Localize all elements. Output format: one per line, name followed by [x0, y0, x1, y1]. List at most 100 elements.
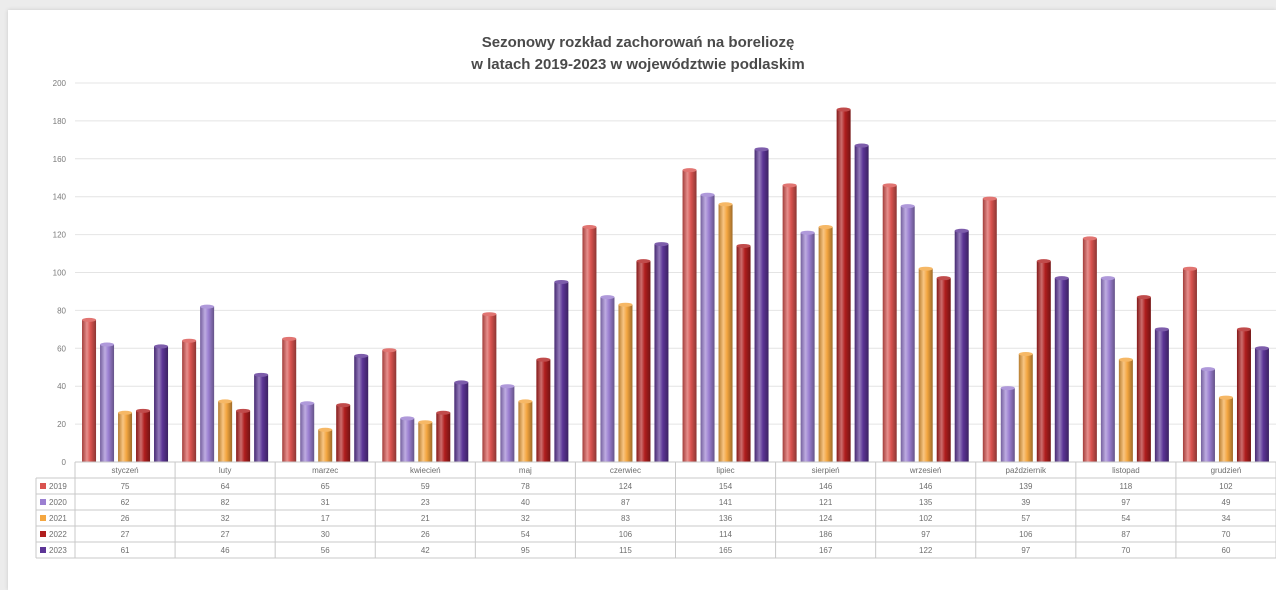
data-label: 17 — [321, 514, 330, 523]
bar — [482, 314, 497, 462]
bar — [1136, 297, 1151, 462]
bar — [636, 261, 651, 462]
bar — [536, 359, 551, 462]
bar-cap — [1136, 295, 1151, 300]
data-label: 87 — [621, 498, 630, 507]
data-label: 102 — [1219, 482, 1233, 491]
bar — [1082, 238, 1097, 462]
data-label: 46 — [221, 546, 230, 555]
bar — [318, 429, 333, 462]
data-label: 70 — [1222, 530, 1231, 539]
bar-cap — [1054, 276, 1069, 281]
y-tick-label: 40 — [57, 382, 66, 391]
data-label: 121 — [819, 498, 833, 507]
bar — [200, 306, 215, 462]
bar-cap — [336, 403, 351, 408]
data-label: 139 — [1019, 482, 1033, 491]
bar-cap — [1236, 327, 1251, 332]
y-tick-label: 120 — [53, 231, 67, 240]
data-label: 70 — [1121, 546, 1130, 555]
category-label: sierpień — [812, 466, 840, 475]
bar — [736, 245, 751, 462]
bar-cap — [718, 202, 733, 207]
legend-label: 2023 — [49, 546, 67, 555]
data-label: 141 — [719, 498, 733, 507]
bar-cap — [382, 348, 397, 353]
bar-cap — [836, 107, 851, 112]
legend-swatch — [40, 483, 46, 489]
bar-cap — [1154, 327, 1169, 332]
bar-cap — [354, 353, 369, 358]
data-label: 57 — [1021, 514, 1030, 523]
data-label: 54 — [1121, 514, 1130, 523]
bar — [354, 355, 369, 462]
chart-subtitle: w latach 2019-2023 w województwie podlas… — [471, 56, 805, 73]
bar-cap — [454, 380, 469, 385]
data-label: 23 — [421, 498, 430, 507]
grid-lines — [75, 82, 1276, 425]
bar — [218, 401, 233, 462]
bar — [954, 230, 969, 462]
bar — [1000, 388, 1015, 462]
data-label: 106 — [1019, 530, 1033, 539]
bar-cap — [536, 357, 551, 362]
data-label: 83 — [621, 514, 630, 523]
data-label: 106 — [619, 530, 633, 539]
bar-cap — [1082, 236, 1097, 241]
y-tick-label: 200 — [53, 79, 67, 88]
bar — [1036, 261, 1051, 462]
bar — [554, 281, 569, 462]
bar-cap — [654, 242, 669, 247]
data-label: 135 — [919, 498, 933, 507]
bar — [118, 412, 133, 462]
bar-cap — [418, 420, 433, 425]
bar-cap — [982, 196, 997, 201]
bar — [982, 198, 997, 462]
bar-cap — [500, 384, 515, 389]
y-tick-label: 140 — [53, 193, 67, 202]
category-label: styczeń — [111, 466, 138, 475]
data-label: 27 — [221, 530, 230, 539]
bar-cap — [1254, 346, 1269, 351]
bar-cap — [82, 317, 97, 322]
bar-cap — [582, 225, 597, 230]
bar — [100, 344, 115, 462]
bar — [154, 346, 169, 462]
legend-label: 2019 — [49, 482, 67, 491]
data-label: 26 — [121, 514, 130, 523]
bar-cap — [882, 183, 897, 188]
bar — [136, 410, 151, 462]
bar-cap — [400, 416, 415, 421]
data-label: 75 — [121, 482, 130, 491]
bar — [436, 412, 451, 462]
bar — [454, 382, 469, 462]
data-label: 60 — [1222, 546, 1231, 555]
bar — [82, 319, 97, 462]
bar-cap — [936, 276, 951, 281]
data-label: 115 — [619, 546, 632, 555]
bar — [1118, 359, 1133, 462]
category-label: maj — [519, 466, 532, 475]
bar — [936, 278, 951, 462]
bar-cap — [682, 168, 697, 173]
data-label: 34 — [1222, 514, 1231, 523]
bar — [400, 418, 415, 462]
bar-cap — [736, 243, 751, 248]
legend-label: 2020 — [49, 498, 67, 507]
bar — [282, 338, 297, 462]
bar-cap — [518, 399, 533, 404]
category-label: wrzesień — [909, 466, 942, 475]
data-label: 136 — [719, 514, 733, 523]
bar-cap — [618, 302, 633, 307]
y-tick-label: 180 — [53, 117, 67, 126]
bar — [236, 410, 251, 462]
bar-cap — [818, 225, 833, 230]
legend-swatch — [40, 499, 46, 505]
bar-cap — [600, 295, 615, 300]
data-label: 64 — [221, 482, 230, 491]
data-label: 97 — [1021, 546, 1030, 555]
data-label: 49 — [1222, 498, 1231, 507]
data-label: 124 — [619, 482, 633, 491]
data-label: 167 — [819, 546, 833, 555]
legend-swatch — [40, 531, 46, 537]
